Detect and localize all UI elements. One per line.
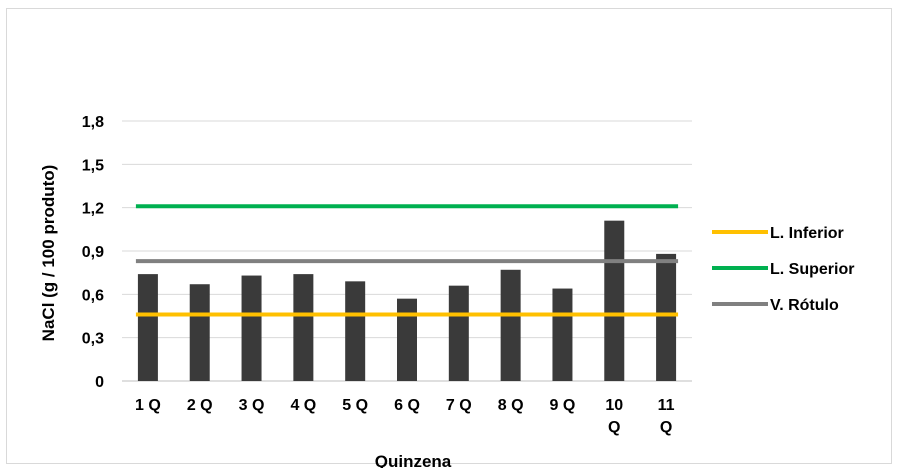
bar [345, 281, 366, 381]
bar [293, 274, 314, 381]
x-tick-label: 6 Q [394, 397, 420, 414]
bar [448, 285, 469, 381]
x-tick-label: 10 Q [605, 397, 623, 436]
x-axis-ticks: 1 Q 2 Q 3 Q 4 Q 5 Q 6 Q 7 Q 8 Q 9 Q 10 Q 11 Q [135, 397, 675, 436]
y-tick-label: 0,6 [82, 287, 104, 304]
y-axis-ticks: 0 0,3 0,6 0,9 1,2 1,5 1,8 [82, 114, 104, 391]
bar [500, 269, 521, 381]
x-axis-label: Quinzena [375, 452, 452, 468]
y-tick-label: 1,5 [82, 157, 104, 174]
bar [397, 298, 417, 381]
bars [137, 220, 677, 381]
bar [189, 284, 210, 381]
x-tick-label: 4 Q [290, 397, 316, 414]
x-tick-label: 11 Q [658, 397, 675, 436]
bar [604, 220, 625, 381]
reference-lines [135, 204, 679, 317]
legend: L. Inferior L. Superior V. Rótulo [712, 225, 854, 314]
chart-frame [6, 8, 892, 464]
bar [137, 274, 158, 381]
bar [241, 275, 262, 381]
y-tick-label: 0 [95, 374, 104, 391]
y-tick-label: 1,8 [82, 114, 104, 131]
y-tick-label: 0,9 [82, 244, 104, 261]
x-tick-label: 1 Q [135, 397, 161, 414]
y-tick-label: 0,3 [82, 331, 104, 348]
y-axis-label: NaCl (g / 100 produto) [39, 165, 58, 342]
legend-label: L. Superior [770, 261, 854, 278]
x-tick-label: 3 Q [239, 397, 265, 414]
legend-label: V. Rótulo [770, 297, 839, 314]
x-tick-label: 5 Q [342, 397, 368, 414]
x-tick-label: 8 Q [498, 397, 524, 414]
y-tick-label: 1,2 [82, 201, 104, 218]
x-tick-label: 2 Q [187, 397, 213, 414]
x-tick-label: 9 Q [550, 397, 576, 414]
bar [656, 253, 677, 381]
x-tick-label: 7 Q [446, 397, 472, 414]
legend-label: L. Inferior [770, 225, 844, 242]
bar [552, 288, 573, 381]
